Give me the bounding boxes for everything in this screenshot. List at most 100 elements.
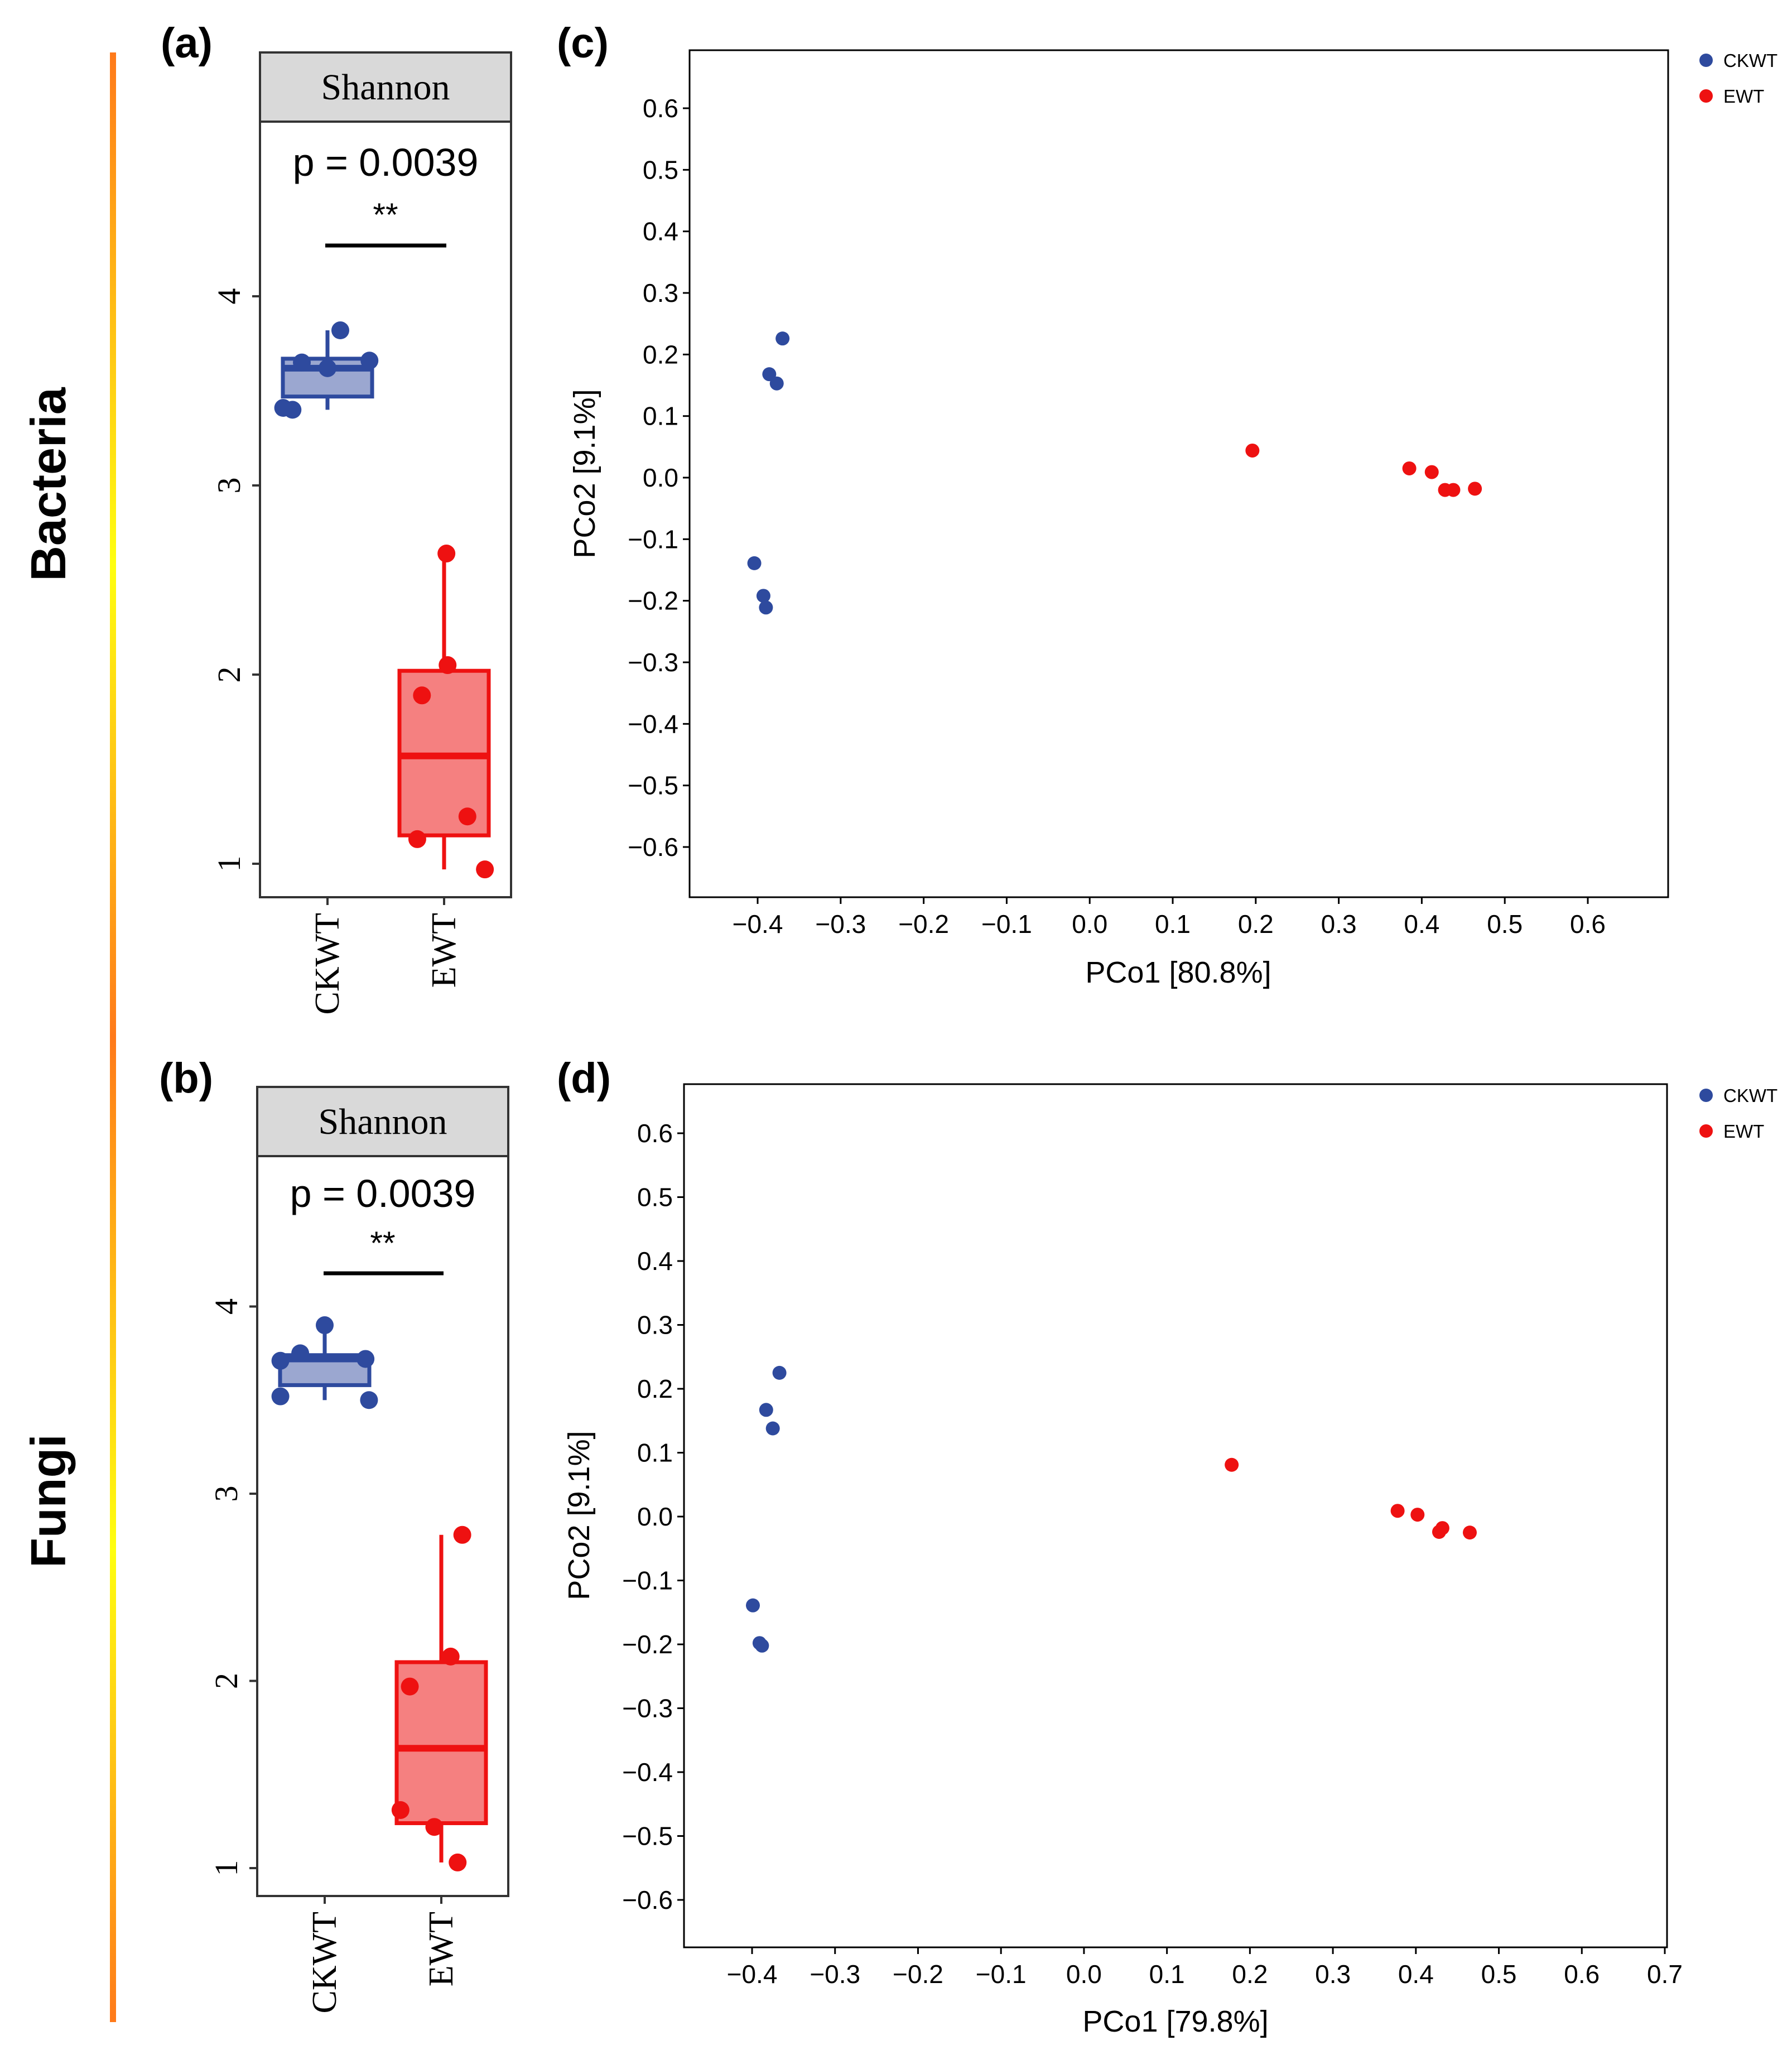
x-tick-label: 0.5 xyxy=(1487,909,1523,939)
data-point xyxy=(357,1350,375,1368)
panel-label-b: (b) xyxy=(159,1055,213,1102)
x-tick-label: CKWT xyxy=(306,1912,344,2014)
data-point xyxy=(293,353,311,372)
point-ckwt xyxy=(775,331,790,346)
x-tick-label: 0.2 xyxy=(1238,909,1274,939)
data-point xyxy=(437,545,456,563)
data-point xyxy=(331,321,349,340)
y-tick-label: −0.4 xyxy=(622,1758,673,1787)
legend-marker-ewt xyxy=(1699,89,1713,103)
x-tick-label: 0.2 xyxy=(1232,1960,1268,1989)
y-tick-label: 0.6 xyxy=(637,1119,673,1148)
point-ckwt xyxy=(772,1365,787,1380)
data-point xyxy=(449,1853,467,1871)
y-tick-label: 0.4 xyxy=(643,217,678,246)
point-ewt xyxy=(1462,1526,1477,1540)
legend-label-ckwt: CKWT xyxy=(1723,1085,1777,1106)
y-tick-label: 3 xyxy=(208,1486,244,1502)
point-ewt xyxy=(1402,461,1417,475)
legend-label-ewt: EWT xyxy=(1723,1121,1764,1142)
facet-strip-b xyxy=(256,1086,509,1157)
y-tick-label: 0.4 xyxy=(637,1247,673,1276)
y-tick-label: 0.6 xyxy=(643,94,678,123)
y-tick-label: 0.3 xyxy=(643,278,678,307)
plot-border-c xyxy=(688,49,1669,898)
x-tick-label: 0.1 xyxy=(1149,1960,1185,1989)
x-tick-label: −0.4 xyxy=(727,1960,778,1989)
y-tick-label: 1 xyxy=(208,1860,244,1876)
y-tick-label: 2 xyxy=(208,1673,244,1689)
y-tick-label: 0.2 xyxy=(637,1374,673,1403)
x-axis-title-d: PCo1 [79.8%] xyxy=(1082,2005,1268,2038)
data-point xyxy=(441,1647,460,1666)
x-tick-label: 0.6 xyxy=(1564,1960,1600,1989)
panel-label-a: (a) xyxy=(161,20,213,67)
point-ewt xyxy=(1468,482,1482,496)
point-ckwt xyxy=(762,367,777,382)
y-tick-label: 0.3 xyxy=(637,1311,673,1340)
data-point xyxy=(360,352,379,370)
x-tick-label: 0.0 xyxy=(1072,909,1107,939)
data-point xyxy=(453,1526,471,1544)
x-tick-label: 0.1 xyxy=(1155,909,1191,939)
data-point xyxy=(271,1387,290,1406)
panel-a-bacteria-shannon-boxplot: (a) Shannon p = 0.0039 ** 1 2 3 4 CKWT EWT xyxy=(161,20,512,1015)
y-tick-label: 3 xyxy=(211,478,247,494)
x-tick-label: 0.6 xyxy=(1570,909,1606,939)
panel-label-c: (c) xyxy=(557,20,609,67)
x-tick-label: 0.5 xyxy=(1481,1960,1517,1989)
legend-marker-ckwt xyxy=(1699,1089,1713,1102)
legend-marker-ewt xyxy=(1699,1124,1713,1138)
y-tick-label: −0.3 xyxy=(628,648,678,677)
point-ckwt xyxy=(765,1421,780,1436)
x-tick-label: −0.3 xyxy=(810,1960,860,1989)
point-ckwt xyxy=(745,1598,760,1613)
panel-c-bacteria-pcoa-scatter: (c) PCo1 [80.8%] PCo2 [9.1%] 0.6 0.5 0.4 0.… xyxy=(557,20,1777,989)
point-ewt xyxy=(1390,1504,1405,1518)
data-point xyxy=(291,1344,310,1363)
panel-label-d: (d) xyxy=(557,1055,611,1102)
point-ckwt xyxy=(755,1638,769,1653)
x-tick-label: 0.4 xyxy=(1398,1960,1434,1989)
y-tick-label: 2 xyxy=(211,667,247,683)
significance-stars-a: ** xyxy=(373,197,398,233)
data-point xyxy=(425,1818,444,1836)
row-label-fungi: Fungi xyxy=(21,1434,76,1567)
facet-strip-a xyxy=(259,51,512,123)
x-tick-label: −0.2 xyxy=(893,1960,943,1989)
x-tick-label: 0.3 xyxy=(1315,1960,1351,1989)
y-tick-label: 0.2 xyxy=(643,340,678,369)
row-gradient-bar xyxy=(110,52,116,2022)
x-tick-label: −0.1 xyxy=(976,1960,1027,1989)
y-tick-label: 0.0 xyxy=(637,1502,673,1531)
point-ewt xyxy=(1435,1521,1449,1536)
x-tick-label: EWT xyxy=(425,913,463,988)
data-point xyxy=(283,401,302,419)
data-point xyxy=(401,1677,419,1696)
y-tick-label: −0.5 xyxy=(622,1822,673,1851)
y-tick-label: −0.6 xyxy=(622,1885,673,1914)
plot-border-a xyxy=(259,121,512,898)
point-ckwt xyxy=(759,1403,773,1417)
legend-marker-ckwt xyxy=(1699,54,1713,67)
data-point xyxy=(316,1316,334,1335)
point-ewt xyxy=(1446,483,1461,497)
y-tick-label: −0.4 xyxy=(628,709,678,738)
x-tick-label: 0.7 xyxy=(1647,1960,1683,1989)
point-ewt xyxy=(1410,1508,1425,1522)
x-tick-label: 0.0 xyxy=(1066,1960,1102,1989)
y-tick-label: 4 xyxy=(208,1298,244,1315)
y-tick-label: −0.2 xyxy=(622,1630,673,1659)
point-ckwt xyxy=(759,600,773,615)
x-tick-label: −0.1 xyxy=(981,909,1032,939)
data-point xyxy=(413,686,431,705)
p-value-b: p = 0.0039 xyxy=(290,1172,476,1215)
y-tick-label: 0.0 xyxy=(643,463,678,492)
x-axis-title-c: PCo1 [80.8%] xyxy=(1085,956,1271,989)
x-tick-label: EWT xyxy=(422,1912,460,1986)
row-label-bacteria: Bacteria xyxy=(21,387,76,581)
point-ewt xyxy=(1225,1457,1239,1472)
y-tick-label: −0.3 xyxy=(622,1694,673,1723)
y-tick-label: 1 xyxy=(211,856,247,872)
data-point xyxy=(458,807,476,826)
